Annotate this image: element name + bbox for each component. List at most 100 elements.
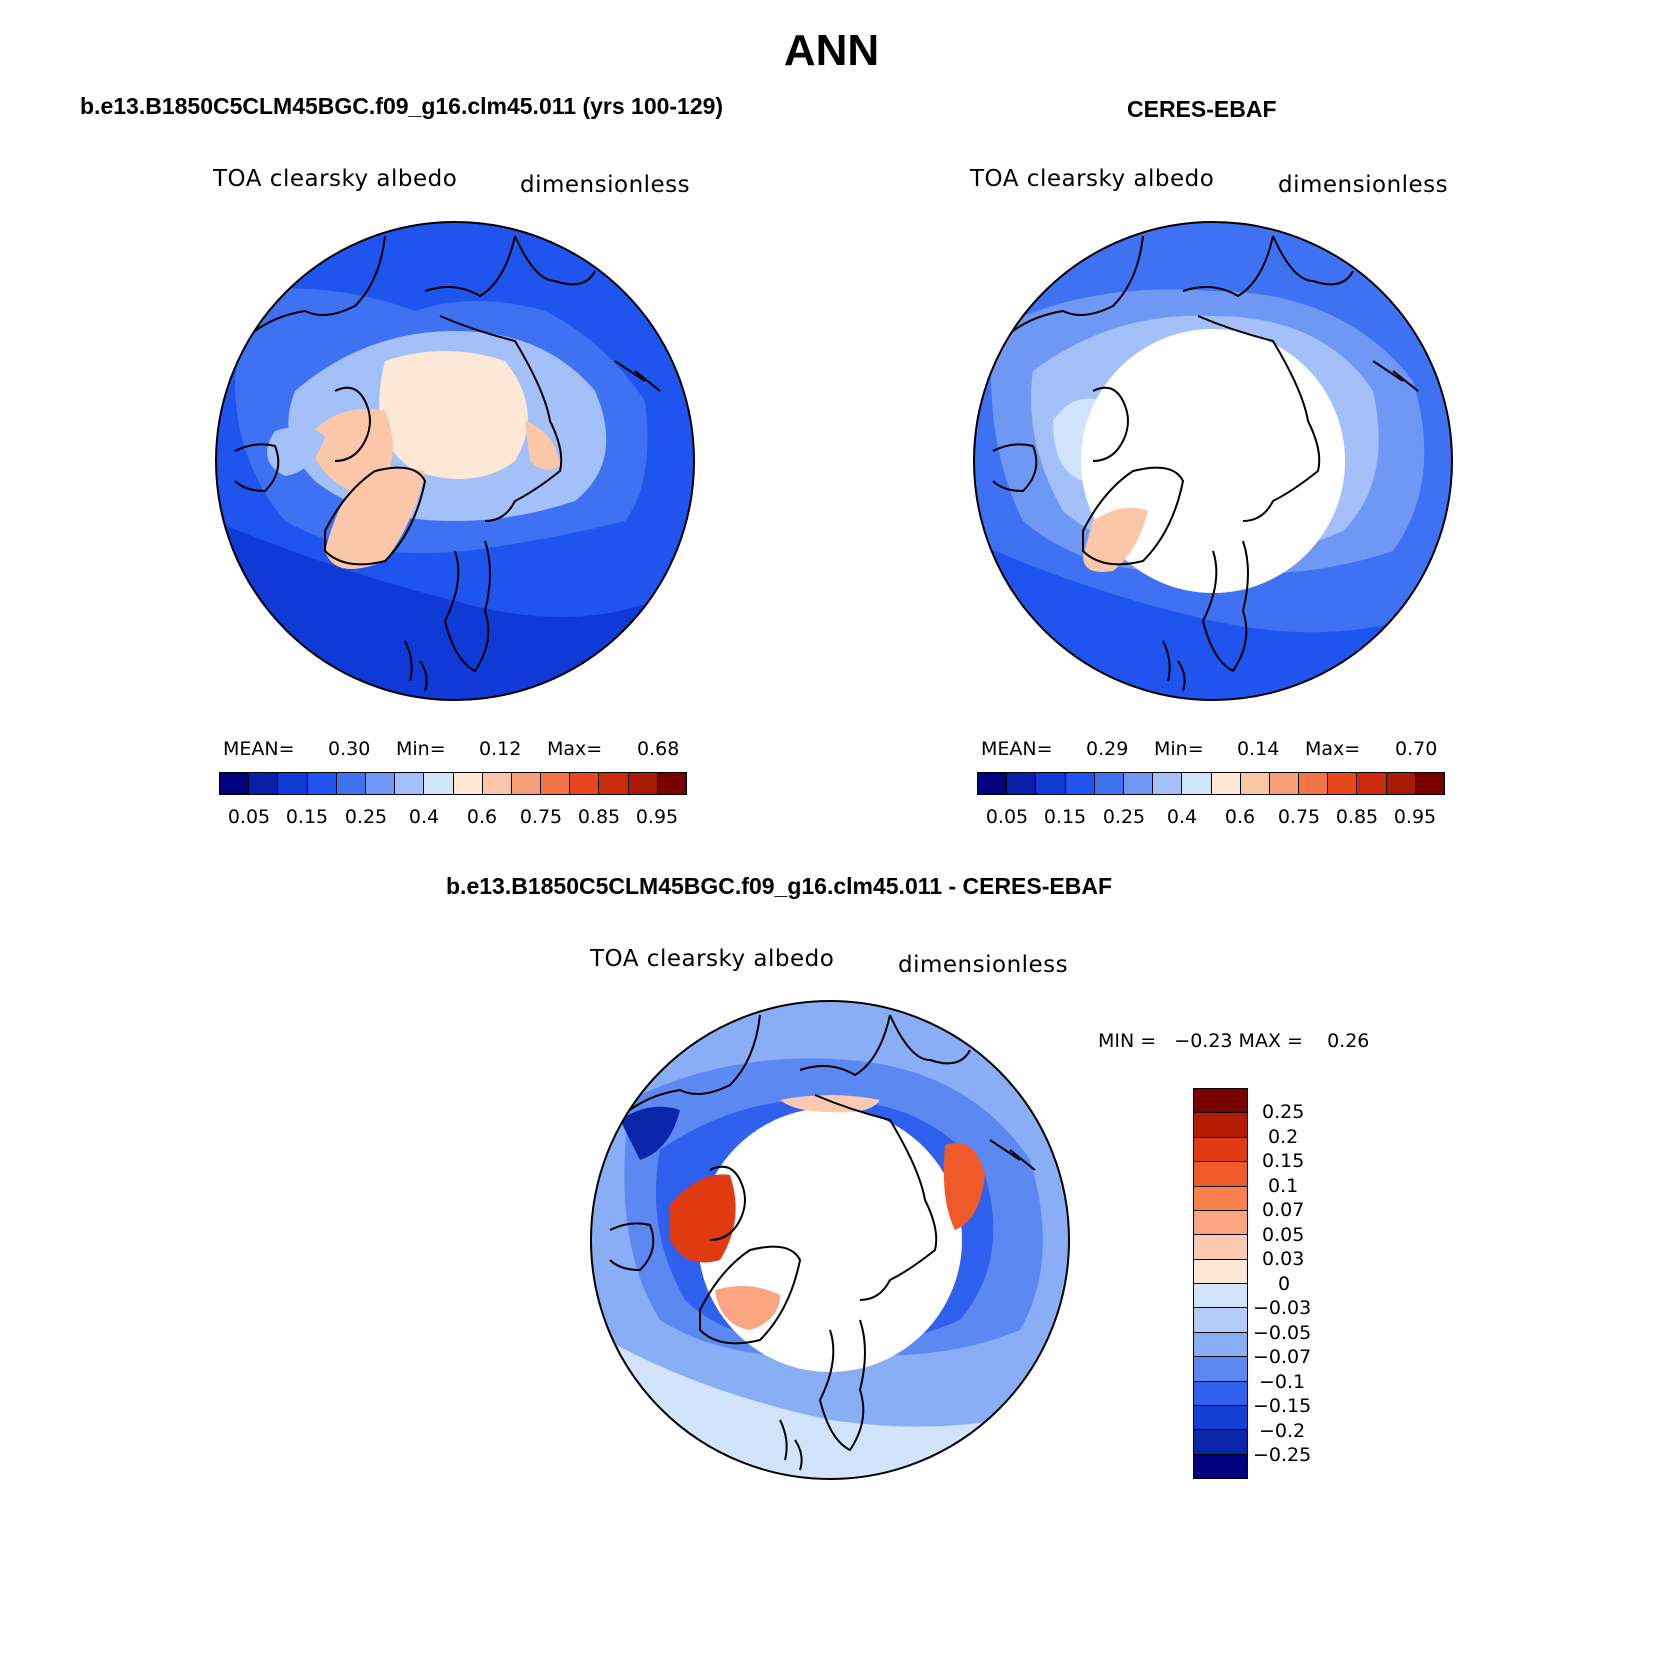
colorbar-swatch bbox=[599, 773, 629, 794]
colorbar-swatch bbox=[1357, 773, 1387, 794]
panel-2-units: dimensionless bbox=[1278, 172, 1449, 198]
colorbar-swatch bbox=[1194, 1089, 1247, 1114]
field-greenland bbox=[1083, 507, 1148, 572]
colorbar-swatch bbox=[1194, 1137, 1247, 1163]
panel-3-colorbar-tick: 0.03 bbox=[1262, 1248, 1305, 1270]
panel-2-colorbar-tick: 0.25 bbox=[1102, 806, 1146, 828]
colorbar-swatch bbox=[1194, 1235, 1247, 1260]
panel-3-units: dimensionless bbox=[898, 952, 1069, 978]
panel-3-colorbar-tick: −0.05 bbox=[1253, 1322, 1312, 1344]
panel-1-variable: TOA clearsky albedo bbox=[213, 166, 458, 192]
colorbar-swatch bbox=[541, 773, 571, 794]
panel-1-colorbar-tick: 0.4 bbox=[408, 806, 440, 828]
panel-1-colorbar-tick: 0.25 bbox=[344, 806, 388, 828]
colorbar-swatch bbox=[307, 773, 337, 794]
panel-2-min-label: Min= bbox=[1154, 738, 1204, 760]
field-ocean-south bbox=[216, 521, 694, 700]
panel-3-variable: TOA clearsky albedo bbox=[590, 946, 835, 972]
colorbar-swatch bbox=[1194, 1405, 1247, 1431]
colorbar-swatch bbox=[482, 773, 512, 794]
colorbar-swatch bbox=[1194, 1284, 1247, 1309]
field-positive-canada bbox=[670, 1174, 736, 1263]
colorbar-swatch bbox=[1194, 1308, 1247, 1333]
panel-3-colorbar-tick: 0.15 bbox=[1262, 1150, 1305, 1172]
field-ocean-south bbox=[974, 541, 1452, 700]
field-canadian-archipelago bbox=[305, 409, 393, 493]
colorbar-swatch bbox=[511, 773, 542, 794]
panel-1-colorbar-tick: 0.05 bbox=[227, 806, 271, 828]
panel-1-max-value: 0.68 bbox=[637, 738, 680, 760]
panel-2-colorbar-tick: 0.15 bbox=[1043, 806, 1087, 828]
panel-1-map bbox=[215, 221, 695, 701]
panel-2-variable: TOA clearsky albedo bbox=[970, 166, 1215, 192]
coastlines bbox=[609, 1014, 1036, 1471]
colorbar-swatch bbox=[1194, 1357, 1247, 1382]
colorbar-swatch bbox=[1194, 1113, 1247, 1138]
panel-1-min-label: Min= bbox=[396, 738, 446, 760]
field-hudson-bay bbox=[267, 427, 325, 476]
panel-2-colorbar-tick: 0.95 bbox=[1393, 806, 1437, 828]
panel-2-min-value: 0.14 bbox=[1237, 738, 1280, 760]
colorbar-swatch bbox=[278, 773, 308, 794]
colorbar-swatch bbox=[1299, 773, 1329, 794]
colorbar-swatch bbox=[365, 773, 396, 794]
colorbar-swatch bbox=[336, 773, 366, 794]
colorbar-swatch bbox=[1386, 773, 1416, 794]
panel-3-title: b.e13.B1850C5CLM45BGC.f09_g16.clm45.011 … bbox=[446, 873, 1113, 899]
colorbar-swatch bbox=[395, 773, 425, 794]
field-missing-polar-cap bbox=[1081, 329, 1345, 593]
colorbar-swatch bbox=[1194, 1430, 1247, 1455]
panel-1-mean-label: MEAN= bbox=[223, 738, 295, 760]
colorbar-swatch bbox=[570, 773, 600, 794]
panel-2-colorbar bbox=[977, 772, 1445, 795]
colorbar-swatch bbox=[628, 773, 658, 794]
field-positive-greenland bbox=[715, 1286, 780, 1330]
panel-3-colorbar-tick: −0.07 bbox=[1253, 1346, 1312, 1368]
panel-3-colorbar-tick: 0.2 bbox=[1268, 1126, 1299, 1148]
panel-3-colorbar-tick: −0.03 bbox=[1253, 1297, 1312, 1319]
colorbar-swatch bbox=[1328, 773, 1358, 794]
map-boundary bbox=[215, 221, 695, 701]
colorbar-swatch bbox=[1194, 1381, 1247, 1406]
panel-1-mean-value: 0.30 bbox=[328, 738, 371, 760]
panel-1-colorbar-tick: 0.15 bbox=[285, 806, 329, 828]
panel-2-max-label: Max= bbox=[1305, 738, 1361, 760]
panel-3-colorbar-tick: −0.15 bbox=[1253, 1395, 1312, 1417]
panel-2-mean-value: 0.29 bbox=[1086, 738, 1129, 760]
colorbar-swatch bbox=[657, 773, 686, 794]
colorbar-swatch bbox=[1194, 1454, 1247, 1478]
figure-title: ANN bbox=[783, 26, 880, 75]
panel-3-colorbar bbox=[1193, 1088, 1248, 1479]
colorbar-swatch bbox=[1269, 773, 1300, 794]
panel-2-title: CERES-EBAF bbox=[1127, 96, 1277, 122]
field-positive-siberia bbox=[943, 1143, 985, 1230]
panel-3-colorbar-tick: −0.1 bbox=[1259, 1371, 1306, 1393]
panel-3-colorbar-tick: 0.25 bbox=[1262, 1101, 1305, 1123]
panel-1-colorbar-tick: 0.6 bbox=[466, 806, 498, 828]
panel-1-colorbar-tick: 0.95 bbox=[635, 806, 679, 828]
field-near-zero-south bbox=[591, 1330, 1069, 1479]
panel-2-colorbar-tick: 0.6 bbox=[1224, 806, 1256, 828]
colorbar-swatch bbox=[1194, 1259, 1247, 1284]
panel-1-min-value: 0.12 bbox=[479, 738, 522, 760]
panel-1-colorbar-tick: 0.75 bbox=[519, 806, 563, 828]
panel-3-colorbar-tick: −0.2 bbox=[1259, 1420, 1306, 1442]
panel-3-colorbar-tick: 0.07 bbox=[1262, 1199, 1305, 1221]
colorbar-swatch bbox=[1065, 773, 1095, 794]
colorbar-swatch bbox=[1194, 1186, 1247, 1211]
colorbar-swatch bbox=[1415, 773, 1444, 794]
colorbar-swatch bbox=[453, 773, 483, 794]
colorbar-swatch bbox=[1240, 773, 1270, 794]
colorbar-swatch bbox=[1153, 773, 1183, 794]
panel-3-min-max: MIN = −0.23 MAX = 0.26 bbox=[1098, 1030, 1370, 1052]
map-boundary bbox=[973, 221, 1453, 701]
coastlines bbox=[234, 235, 661, 692]
panel-3-colorbar-tick: −0.25 bbox=[1253, 1444, 1312, 1466]
map-boundary bbox=[590, 1000, 1070, 1480]
panel-3-colorbar-tick: 0 bbox=[1278, 1273, 1291, 1295]
panel-2-mean-label: MEAN= bbox=[981, 738, 1053, 760]
panel-2-colorbar-tick: 0.85 bbox=[1335, 806, 1379, 828]
colorbar-swatch bbox=[1194, 1210, 1247, 1236]
colorbar-swatch bbox=[1211, 773, 1241, 794]
panel-2-map bbox=[973, 221, 1453, 701]
